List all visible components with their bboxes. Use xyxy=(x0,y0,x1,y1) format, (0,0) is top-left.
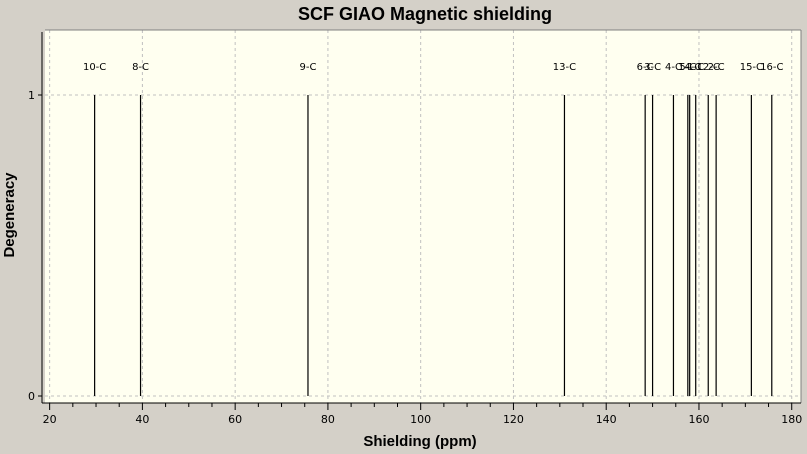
peak-label: 14-C xyxy=(678,62,701,73)
peak-label: 2-C xyxy=(708,62,725,73)
peaks: 10-C 8-C 9-C 13-C 6-C3-C 4-C5-C14-C1-C12-C2-C… xyxy=(83,62,783,396)
x-tick-label: 120 xyxy=(503,413,524,426)
peak-label: 8-C xyxy=(132,62,149,73)
y-axis-label: Degeneracy xyxy=(1,172,18,258)
x-axis-label: Shielding (ppm) xyxy=(363,433,476,450)
peak-label: 13-C xyxy=(553,62,576,73)
peak-label: 16-C xyxy=(760,62,783,73)
x-tick-label: 60 xyxy=(228,413,242,426)
axes: 20 40 60 80 100 120 140 160 180 0 1 xyxy=(28,29,802,426)
peak-label: 5-C xyxy=(679,62,696,73)
chart-title: SCF GIAO Magnetic shielding xyxy=(298,4,552,24)
grid-lines xyxy=(45,30,801,403)
peak-label: 15-C xyxy=(740,62,763,73)
peak-label: 3-C xyxy=(644,62,661,73)
y-tick-label: 1 xyxy=(28,89,35,102)
plot-area xyxy=(45,30,801,403)
peak-label: 1-C xyxy=(687,62,704,73)
y-tick-label: 0 xyxy=(28,390,35,403)
peak-label: 12-C xyxy=(697,62,720,73)
peak-label: 10-C xyxy=(83,62,106,73)
peak-label: 9-C xyxy=(300,62,317,73)
x-tick-label: 80 xyxy=(321,413,335,426)
x-tick-label: 140 xyxy=(596,413,617,426)
peak-label: 6-C xyxy=(637,62,654,73)
x-tick-label: 20 xyxy=(43,413,57,426)
x-tick-label: 160 xyxy=(688,413,709,426)
x-tick-label: 180 xyxy=(781,413,802,426)
peak-label: 4-C xyxy=(665,62,682,73)
x-tick-label: 100 xyxy=(410,413,431,426)
x-tick-label: 40 xyxy=(135,413,149,426)
